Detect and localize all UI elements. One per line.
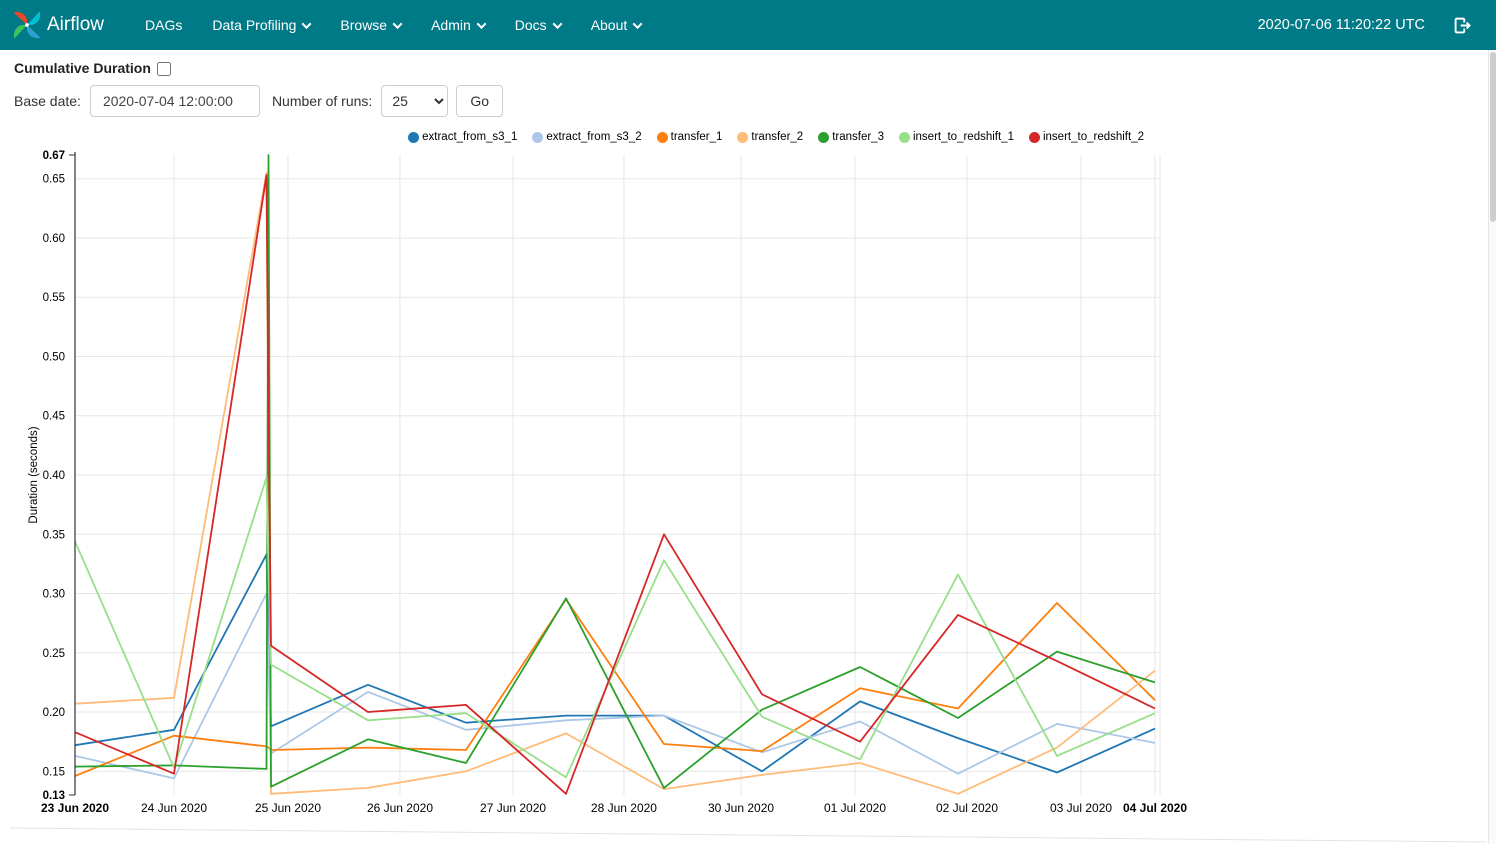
legend-label: extract_from_s3_2 (546, 131, 642, 143)
tick-label: 0.67 (43, 150, 65, 162)
nav-item-label: DAGs (145, 17, 183, 33)
series-line-insert_to_redshift_1 (74, 476, 1156, 779)
nav-item-docs[interactable]: Docs (500, 0, 576, 50)
tick-label: 0.25 (43, 648, 65, 660)
tick-label: 04 Jul 2020 (1123, 801, 1187, 815)
tick-label: 0.20 (43, 707, 65, 719)
tick-label: 0.35 (43, 529, 65, 541)
scrollbar[interactable] (1488, 50, 1496, 844)
legend-item-extract_from_s3_1[interactable]: extract_from_s3_1 (408, 131, 517, 143)
tick-label: 0.45 (43, 411, 65, 423)
legend-dot (898, 131, 910, 143)
chevron-down-icon (301, 18, 312, 29)
chevron-down-icon (632, 18, 643, 29)
legend-label: extract_from_s3_1 (422, 131, 518, 143)
nav-item-label: Admin (431, 17, 471, 33)
nav-item-dags[interactable]: DAGs (130, 0, 197, 50)
chevron-down-icon (552, 18, 563, 29)
legend-dot (532, 131, 544, 143)
nav-item-label: About (590, 17, 628, 33)
legend-dot (656, 131, 668, 143)
series-line-transfer_2 (74, 171, 1156, 795)
legend-item-extract_from_s3_2[interactable]: extract_from_s3_2 (532, 131, 642, 143)
y-axis-title: Duration (seconds) (28, 426, 40, 523)
legend-item-insert_to_redshift_1[interactable]: insert_to_redshift_1 (898, 131, 1014, 143)
brand-text: Airflow (47, 14, 105, 35)
chevron-down-icon (392, 18, 403, 29)
number-of-runs-label: Number of runs: (271, 93, 373, 109)
legend-item-transfer_2[interactable]: transfer_2 (737, 131, 803, 143)
navbar-right: 2020-07-06 11:20:22 UTC (1258, 16, 1496, 35)
legend-label: insert_to_redshift_1 (912, 131, 1014, 143)
legend-label: transfer_2 (751, 131, 804, 143)
tick-label: 0.50 (43, 351, 65, 363)
tick-label: 03 Jul 2020 (1050, 801, 1112, 815)
duration-chart-svg: 0.15 0.20 0.25 0.30 0.35 0.40 0.45 0.50 0.55 0.60… (9, 150, 1487, 843)
nav-item-data-profiling[interactable]: Data Profiling (197, 0, 325, 50)
tick-label: 0.60 (43, 233, 65, 245)
tick-label: 0.15 (43, 766, 65, 778)
go-button[interactable]: Go (456, 85, 503, 117)
number-of-runs-select[interactable]: 25 (381, 85, 449, 117)
legend-item-insert_to_redshift_2[interactable]: insert_to_redshift_2 (1028, 131, 1144, 143)
nav-item-label: Browse (340, 17, 388, 33)
navbar: Airflow DAGs Data Profiling Browse Admin… (0, 0, 1496, 50)
logout-button[interactable] (1453, 16, 1472, 35)
duration-chart: 0.15 0.20 0.25 0.30 0.35 0.40 0.45 0.50 0.55 0.60… (0, 120, 1496, 844)
base-date-input[interactable] (89, 85, 260, 117)
tick-label: 27 Jun 2020 (480, 801, 546, 815)
nav-item-admin[interactable]: Admin (416, 0, 500, 50)
utc-clock: 2020-07-06 11:20:22 UTC (1257, 17, 1425, 33)
tick-label: 30 Jun 2020 (708, 801, 774, 815)
legend-dot (1028, 131, 1040, 143)
base-date-label: Base date: (14, 93, 81, 109)
svg-edge-artifact (9, 827, 1487, 843)
nav-item-label: Data Profiling (212, 17, 297, 33)
nav-item-about[interactable]: About (576, 0, 657, 50)
tick-label: 0.13 (43, 790, 65, 802)
cumulative-duration-row: Cumulative Duration (14, 60, 171, 76)
chart-controls-form: Base date: Number of runs: 25 Go (14, 85, 503, 117)
tick-label: 02 Jul 2020 (936, 801, 998, 815)
tick-label: 24 Jun 2020 (141, 801, 207, 815)
tick-label: 01 Jul 2020 (824, 801, 886, 815)
scrollbar-thumb[interactable] (1490, 52, 1496, 222)
sign-out-icon (1454, 17, 1471, 33)
legend-label: transfer_3 (832, 131, 884, 143)
airflow-pinwheel-logo (13, 11, 41, 39)
tick-label: 23 Jun 2020 (41, 801, 109, 815)
legend-dot (408, 131, 420, 143)
legend-dot (737, 131, 749, 143)
series-line-insert_to_redshift_2 (74, 174, 1156, 795)
nav-item-browse[interactable]: Browse (325, 0, 416, 50)
tick-label: 0.55 (43, 292, 65, 304)
airflow-brand[interactable]: Airflow (10, 8, 104, 42)
chevron-down-icon (476, 18, 487, 29)
legend-label: transfer_1 (670, 131, 723, 143)
tick-label: 26 Jun 2020 (367, 801, 433, 815)
legend-item-transfer_1[interactable]: transfer_1 (656, 131, 723, 143)
series-line-transfer_3 (74, 154, 1156, 789)
tick-label: 0.30 (43, 589, 65, 601)
tick-label: 28 Jun 2020 (591, 801, 657, 815)
tick-label: 25 Jun 2020 (255, 801, 321, 815)
legend-dot (818, 131, 830, 143)
tick-label: 0.65 (43, 174, 65, 186)
nav-item-label: Docs (514, 17, 547, 33)
cumulative-duration-checkbox[interactable] (156, 61, 171, 76)
legend-label: insert_to_redshift_2 (1042, 131, 1144, 143)
chart-legend: extract_from_s3_1 extract_from_s3_2 transf… (408, 131, 1144, 143)
cumulative-duration-label: Cumulative Duration (14, 60, 151, 76)
nav-menu: DAGs Data Profiling Browse Admin Docs Ab… (130, 0, 656, 50)
legend-item-transfer_3[interactable]: transfer_3 (818, 131, 884, 143)
tick-label: 0.40 (43, 470, 65, 482)
